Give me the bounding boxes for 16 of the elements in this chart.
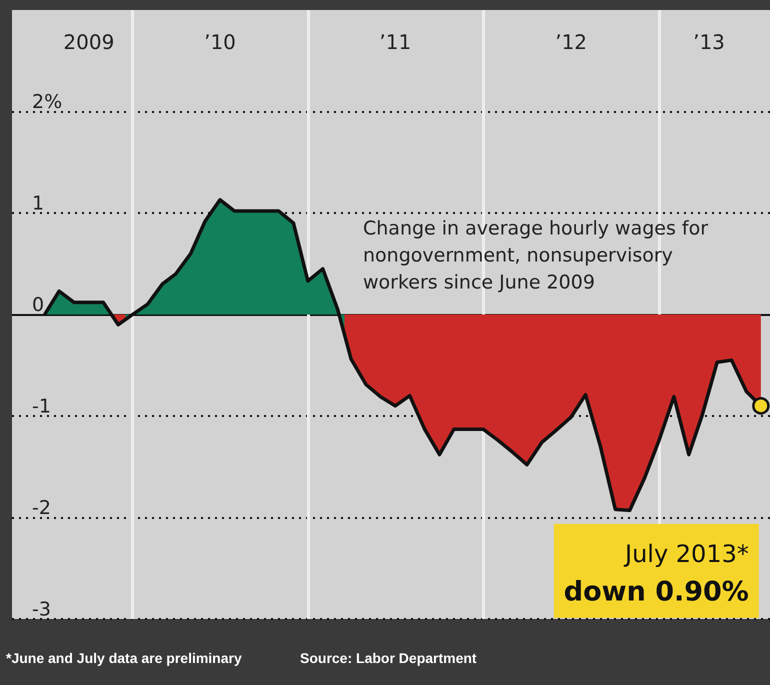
text: Change in average hourly wages for nongovernment, nonsupervisory workers since June 2009 — [363, 218, 714, 294]
x-tick-label: 2009 — [63, 30, 114, 54]
y-tick-label: 1 — [32, 192, 44, 214]
source-note: Source: Labor Department — [300, 650, 477, 666]
y-tick-label: 0 — [32, 294, 44, 316]
x-tick-label: ’10 — [204, 30, 236, 54]
y-tick-label: -3 — [32, 598, 51, 620]
x-tick-label: ’13 — [693, 30, 725, 54]
annotation: down 0.90% — [564, 576, 749, 608]
y-tick-label: 2% — [32, 91, 62, 113]
y-tick-label: -1 — [32, 396, 51, 418]
annotation: July 2013* — [623, 540, 749, 568]
text: *June and July data are preliminary — [6, 650, 242, 666]
x-tick-label: ’12 — [555, 30, 588, 54]
y-tick-label: -2 — [32, 497, 51, 519]
x-tick-label: ’11 — [379, 30, 412, 54]
